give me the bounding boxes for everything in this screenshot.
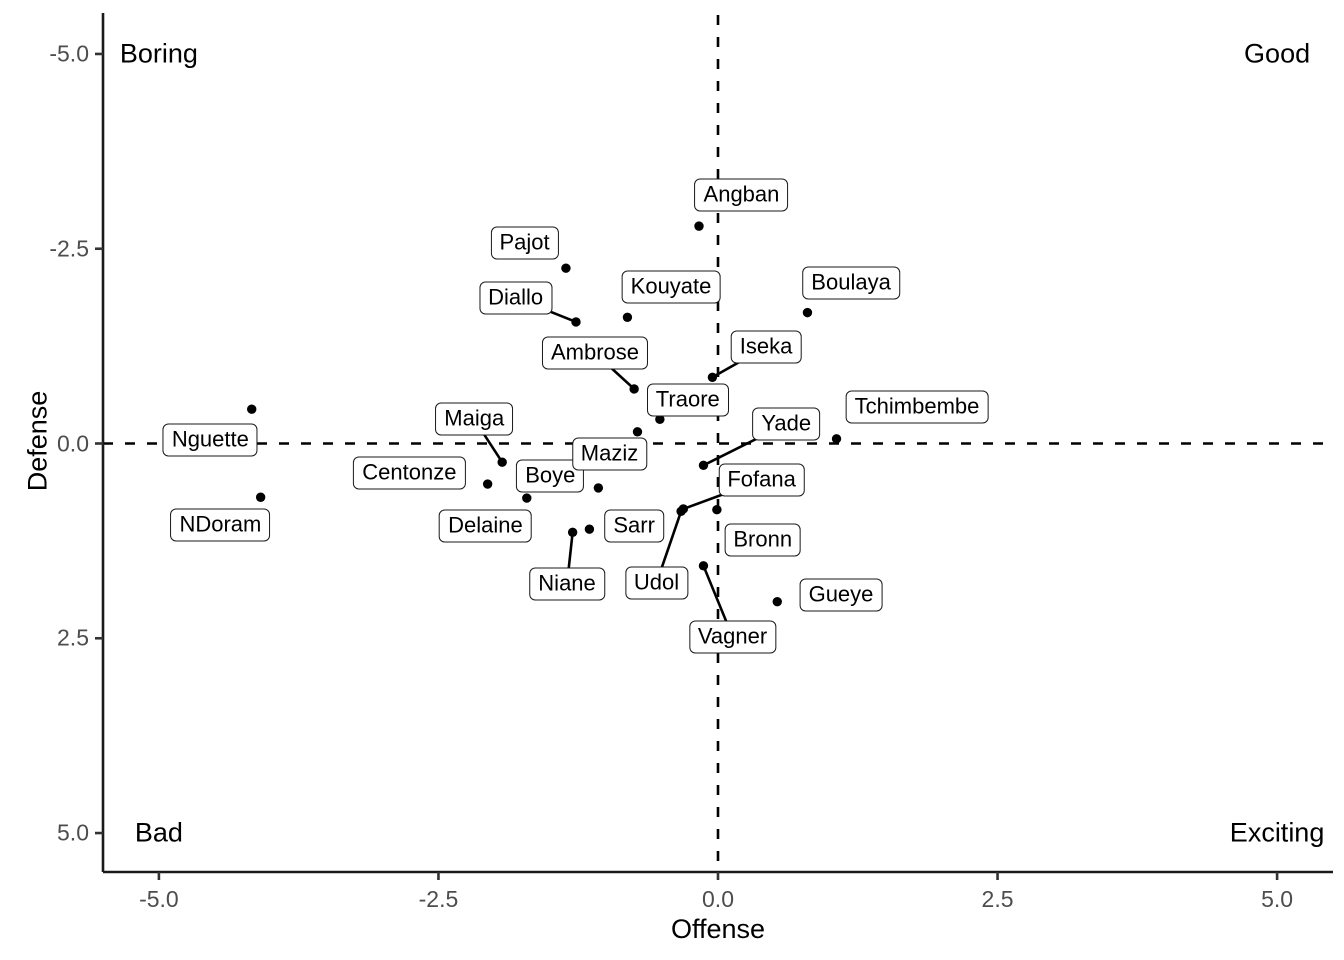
point-label-gueye: Gueye xyxy=(799,578,883,612)
data-point-udol xyxy=(676,506,686,516)
point-label-kouyate: Kouyate xyxy=(621,270,721,304)
y-tick-label: -2.5 xyxy=(49,235,89,262)
point-label-bronn: Bronn xyxy=(724,523,802,557)
point-label-fofana: Fofana xyxy=(718,463,805,497)
point-label-diallo: Diallo xyxy=(479,281,553,315)
point-label-iseka: Iseka xyxy=(730,330,802,364)
data-point-vagner xyxy=(698,561,709,571)
corner-annotation-exciting: Exciting xyxy=(1229,817,1325,848)
data-point-traore xyxy=(655,414,665,425)
data-point-maziz xyxy=(632,427,643,437)
point-label-boulaya: Boulaya xyxy=(802,266,900,300)
corner-annotation-bad: Bad xyxy=(134,817,183,848)
x-tick-label: -2.5 xyxy=(418,886,459,912)
y-tick-label: -5.0 xyxy=(49,40,89,67)
point-label-maiga: Maiga xyxy=(435,402,514,436)
data-point-tchimbembe xyxy=(831,434,842,444)
x-tick-label: 5.0 xyxy=(1261,886,1294,912)
point-label-delaine: Delaine xyxy=(439,509,532,543)
point-label-maziz: Maziz xyxy=(571,437,648,471)
point-label-tchimbembe: Tchimbembe xyxy=(845,390,989,424)
point-label-niane: Niane xyxy=(529,567,605,601)
data-point-ndoram xyxy=(255,492,266,502)
data-point-sarr xyxy=(584,524,595,534)
data-point-pajot xyxy=(561,263,571,273)
point-label-nguette: Nguette xyxy=(162,423,258,457)
y-tick-label: 0.0 xyxy=(57,430,89,456)
point-label-pajot: Pajot xyxy=(490,226,559,260)
data-point-centonze xyxy=(482,479,493,489)
data-point-nguette xyxy=(247,404,257,414)
data-point-delaine xyxy=(522,493,532,503)
data-point-angban xyxy=(694,221,704,231)
x-tick-label: 0.0 xyxy=(702,886,734,912)
data-point-boye xyxy=(593,483,604,493)
data-point-yade xyxy=(698,460,709,471)
data-point-gueye xyxy=(772,596,782,607)
data-point-ambrose xyxy=(629,384,639,394)
point-label-yade: Yade xyxy=(752,407,821,441)
point-label-angban: Angban xyxy=(694,178,789,212)
data-point-maiga xyxy=(497,457,507,467)
point-label-ndoram: NDoram xyxy=(170,508,271,542)
y-tick-label: 2.5 xyxy=(57,624,89,651)
point-label-sarr: Sarr xyxy=(604,509,664,543)
data-point-bronn xyxy=(712,505,722,515)
point-label-udol: Udol xyxy=(624,566,689,600)
point-label-traore: Traore xyxy=(646,383,729,417)
data-point-iseka xyxy=(707,372,718,382)
x-tick-label: 2.5 xyxy=(981,886,1014,912)
point-label-centonze: Centonze xyxy=(353,456,466,490)
y-tick-label: 5.0 xyxy=(57,819,89,846)
corner-annotation-boring: Boring xyxy=(119,38,198,69)
corner-annotation-good: Good xyxy=(1244,38,1311,69)
point-label-boye: Boye xyxy=(516,459,585,493)
point-label-vagner: Vagner xyxy=(688,620,777,654)
data-point-boulaya xyxy=(802,307,813,318)
y-axis-title: Defense xyxy=(22,390,53,492)
point-label-ambrose: Ambrose xyxy=(541,336,649,370)
data-point-niane xyxy=(567,527,578,538)
x-tick-label: -5.0 xyxy=(139,886,179,912)
data-point-diallo xyxy=(571,317,581,327)
data-point-kouyate xyxy=(622,312,633,322)
x-axis-title: Offense xyxy=(670,914,766,944)
